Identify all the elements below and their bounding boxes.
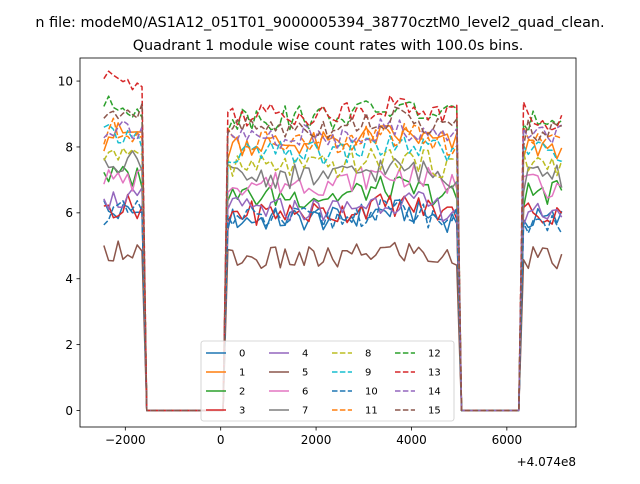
legend-label-6: 6: [302, 387, 308, 398]
series-line-15: [103, 103, 562, 412]
y-tick-label: 2: [65, 338, 73, 352]
legend-label-2: 2: [239, 387, 245, 398]
legend-label-7: 7: [302, 406, 308, 417]
legend-label-5: 5: [302, 368, 308, 379]
legend-label-10: 10: [365, 387, 378, 398]
legend-label-12: 12: [428, 349, 441, 360]
legend-label-3: 3: [239, 406, 245, 417]
legend-label-11: 11: [365, 406, 378, 417]
series-line-8: [103, 147, 563, 412]
x-tick-label: 4000: [396, 433, 427, 447]
legend-label-14: 14: [428, 387, 441, 398]
legend-box: [200, 340, 455, 422]
x-tick-label: 2000: [301, 433, 332, 447]
legend-label-4: 4: [302, 349, 308, 360]
x-tick-label: 6000: [492, 433, 523, 447]
x-tick-label: 0: [217, 433, 225, 447]
legend-label-9: 9: [365, 368, 371, 379]
legend-label-1: 1: [239, 368, 245, 379]
legend-label-8: 8: [365, 349, 371, 360]
legend-label-0: 0: [239, 349, 245, 360]
y-tick-label: 8: [65, 140, 73, 154]
y-tick-label: 4: [65, 272, 73, 286]
axes-frame: [79, 57, 577, 428]
y-tick-label: 0: [65, 404, 73, 418]
figure-suptitle: n file: modeM0/AS1A12_051T01_9000005394_…: [35, 15, 604, 31]
series-line-13: [103, 70, 563, 412]
chart-title: Quadrant 1 module wise count rates with …: [133, 38, 524, 54]
y-tick-label: 10: [58, 74, 73, 88]
legend-label-13: 13: [428, 368, 441, 379]
legend-label-15: 15: [428, 406, 441, 417]
x-tick-label: −2000: [105, 433, 146, 447]
y-tick-label: 6: [65, 206, 73, 220]
x-offset-label: +4.074e8: [517, 455, 576, 469]
series-layer: [103, 70, 563, 412]
